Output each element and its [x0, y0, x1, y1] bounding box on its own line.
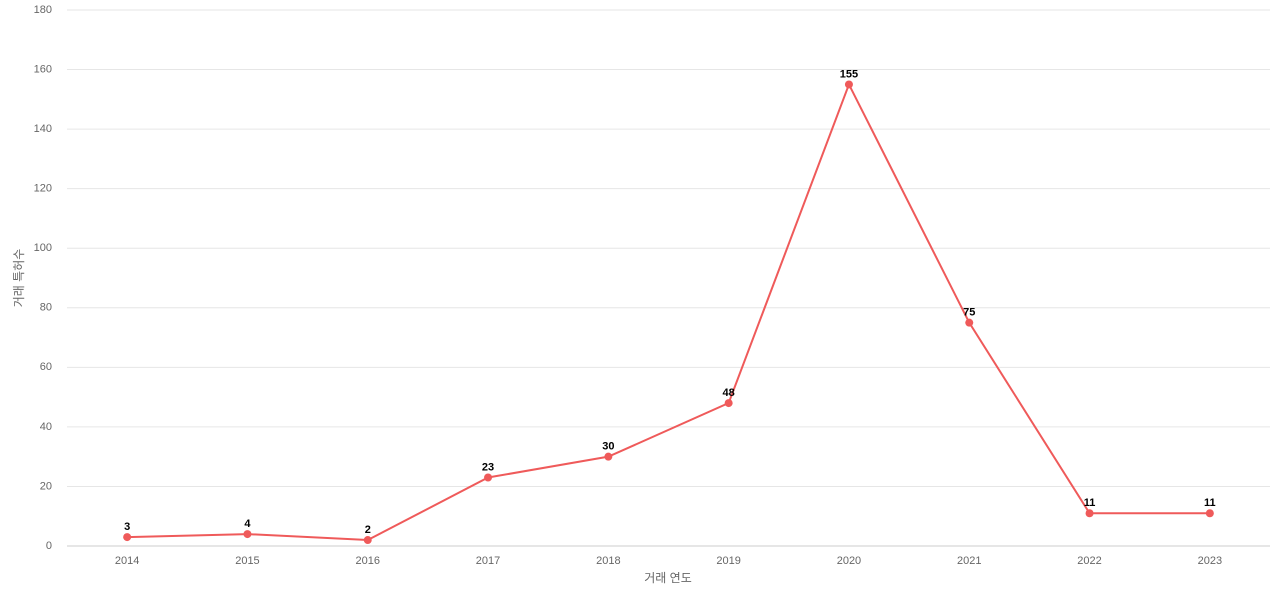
y-tick-label: 140 [34, 123, 52, 135]
y-tick-label: 160 [34, 63, 52, 75]
x-tick-label: 2016 [356, 555, 380, 567]
x-tick-label: 2022 [1077, 555, 1101, 567]
y-axis-title: 거래 특허수 [12, 249, 26, 308]
x-tick-label: 2017 [476, 555, 500, 567]
x-tick-label: 2019 [716, 555, 740, 567]
y-tick-label: 100 [34, 242, 52, 254]
point [604, 452, 613, 461]
data-label: 23 [482, 461, 494, 473]
point [1085, 509, 1094, 518]
x-tick-label: 2021 [957, 555, 981, 567]
y-tick-label: 20 [40, 480, 52, 492]
data-label: 11 [1204, 497, 1216, 509]
y-tick-label: 40 [40, 421, 52, 433]
y-tick-label: 60 [40, 361, 52, 373]
x-tick-label: 2014 [115, 555, 139, 567]
data-label: 3 [124, 521, 130, 533]
point [123, 533, 132, 542]
x-tick-label: 2015 [235, 555, 259, 567]
point [363, 536, 372, 545]
data-label: 30 [602, 441, 614, 453]
data-label: 2 [365, 524, 371, 536]
line [127, 81, 1210, 542]
point [724, 399, 733, 408]
y-tick-label: 80 [40, 302, 52, 314]
data-label: 75 [963, 307, 975, 319]
data-label: 155 [840, 68, 858, 80]
x-axis-title: 거래 연도 [644, 571, 692, 585]
point [844, 80, 853, 89]
point [243, 530, 252, 539]
point [965, 318, 974, 327]
x-tick-label: 2020 [837, 555, 861, 567]
y-tick-label: 120 [34, 183, 52, 195]
data-label: 11 [1084, 497, 1096, 509]
point [484, 473, 493, 482]
data-label: 48 [723, 387, 735, 399]
x-tick-label: 2018 [596, 555, 620, 567]
x-tick-label: 2023 [1198, 555, 1222, 567]
y-tick-label: 180 [34, 4, 52, 16]
y-tick-label: 0 [46, 540, 52, 552]
point [1205, 509, 1214, 518]
data-label: 4 [244, 518, 251, 530]
